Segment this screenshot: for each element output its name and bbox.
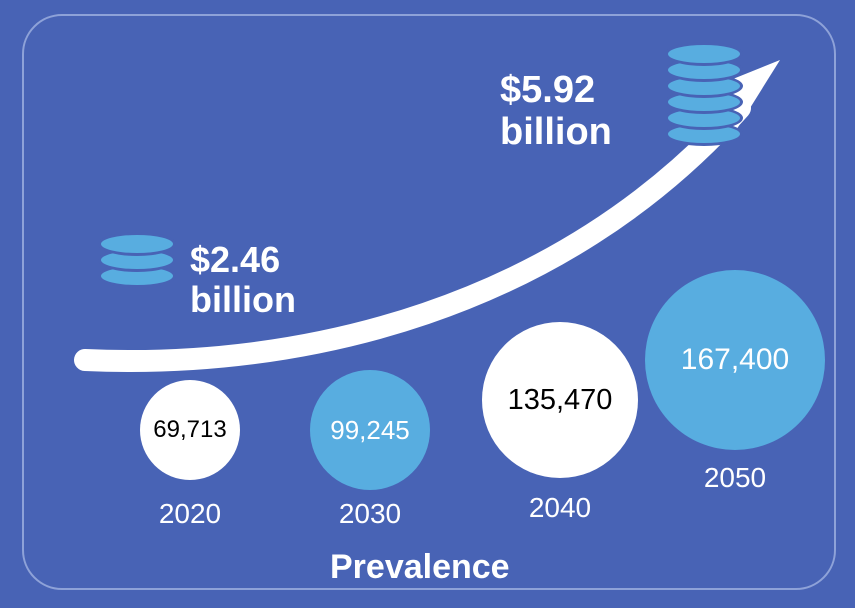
year-label: 2030 [310,498,430,530]
cost-label: $5.92 billion [500,70,612,154]
prevalence-bubble: 167,400 [645,270,825,450]
bubble-value: 135,470 [508,384,613,417]
coin-stack-icon [665,42,743,146]
cost-label: $2.46 billion [190,240,296,319]
year-label: 2040 [500,492,620,524]
prevalence-bubble: 69,713 [140,380,240,480]
year-label: 2050 [675,462,795,494]
year-label: 2020 [130,498,250,530]
chart-title: Prevalence [330,548,510,587]
prevalence-bubble: 135,470 [482,322,638,478]
bubble-value: 69,713 [153,416,226,444]
coin-stack-icon [98,232,176,288]
bubble-value: 99,245 [330,415,410,446]
prevalence-bubble: 99,245 [310,370,430,490]
bubble-value: 167,400 [681,343,789,377]
infographic-canvas: $2.46 billion $5.92 billion 69,713 2020 99,2… [0,0,855,608]
